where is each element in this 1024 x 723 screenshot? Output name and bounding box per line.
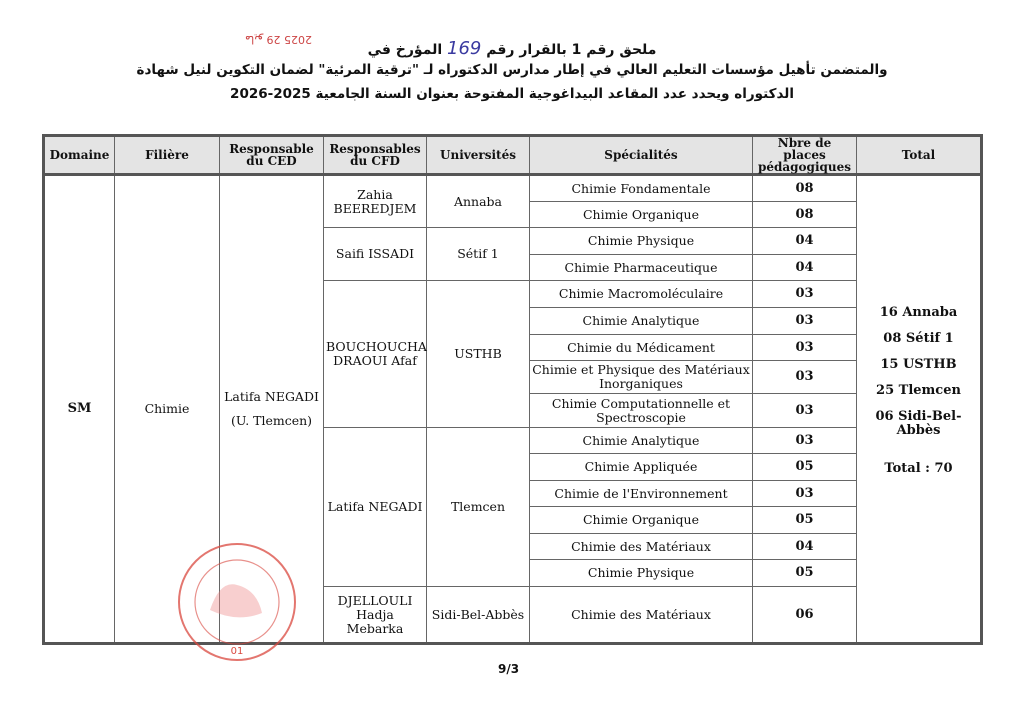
places-cell: 05	[752, 453, 857, 481]
places-cell: 03	[752, 307, 857, 335]
column-header: Total	[856, 135, 982, 175]
total-line: 25 Tlemcen	[876, 383, 961, 398]
subtitle-line-2: الدكتوراه ويحدد عدد المقاعد البيداغوجية …	[230, 86, 794, 102]
ced-name: Latifa NEGADI	[224, 389, 319, 404]
places-cell: 03	[752, 360, 857, 394]
decree-number: 169	[447, 38, 482, 59]
page-number: 9/3	[498, 662, 520, 676]
places-cell: 03	[752, 427, 857, 454]
column-header: Universités	[426, 135, 530, 175]
speciality-cell: Chimie des Matériaux	[529, 586, 753, 644]
annex-title: ملحق رقم 1 بالقرار رقم 169 المؤرخ في	[0, 38, 1024, 59]
speciality-cell: Chimie Organique	[529, 201, 753, 228]
table-row: SM Chimie Latifa NEGADI (U. Tlemcen) Zahia B…	[43, 174, 982, 644]
speciality-cell: Chimie Appliquée	[529, 453, 753, 481]
speciality-cell: Chimie Fondamentale	[529, 174, 753, 202]
title-prefix: ملحق رقم 1 بالقرار رقم	[486, 42, 657, 58]
table-row: Latifa NEGADI Tlemcen Chimie Analytique 03	[44, 427, 982, 587]
title-suffix: المؤرخ في	[367, 42, 443, 58]
cfd-cell: Latifa NEGADI	[323, 427, 427, 587]
table-row: Chimie Appliquée 05	[44, 453, 982, 481]
column-header: Responsable du CED	[219, 135, 324, 175]
official-stamp: 01	[178, 543, 296, 661]
university-cell: Sidi-Bel-Abbès	[426, 586, 530, 644]
speciality-cell: Chimie Physique	[529, 559, 753, 587]
cfd-cell: DJELLOULI Hadja Mebarka	[323, 586, 427, 644]
handwritten-date: 2025 مايو 29	[245, 33, 312, 46]
total-line: 08 Sétif 1	[883, 331, 954, 346]
places-cell: 08	[752, 201, 857, 228]
speciality-cell: Chimie du Médicament	[529, 334, 753, 361]
university-cell: USTHB	[426, 280, 530, 428]
total-line: 16 Annaba	[879, 305, 958, 320]
table-row: Saifi ISSADI Sétif 1 Chimie Physique 04	[44, 227, 982, 281]
column-header: Domaine	[43, 135, 115, 175]
places-cell: 03	[752, 334, 857, 361]
places-cell: 05	[752, 506, 857, 534]
total-line: Total : 70	[884, 461, 953, 476]
filiere-cell: Chimie	[114, 174, 220, 644]
speciality-cell: Chimie des Matériaux	[529, 533, 753, 560]
table-row: Chimie des Matériaux 04	[44, 533, 982, 560]
university-cell: Sétif 1	[426, 227, 530, 281]
places-cell: 03	[752, 480, 857, 507]
total-line: 15 USTHB	[880, 357, 957, 372]
table-row: DJELLOULI Hadja Mebarka Sidi-Bel-Abbès Chi…	[44, 586, 982, 644]
university-cell: Tlemcen	[426, 427, 530, 587]
speciality-cell: Chimie Computationnelle et Spectroscopie	[529, 393, 753, 428]
column-header: Spécialités	[529, 135, 753, 175]
cfd-cell: BOUCHOUCHA DRAOUI Afaf	[323, 280, 427, 428]
places-table: Domaine Filière Responsable du CED Responsa…	[42, 134, 983, 645]
speciality-cell: Chimie Organique	[529, 506, 753, 534]
places-cell: 03	[752, 280, 857, 308]
places-cell: 03	[752, 393, 857, 428]
column-header: Responsables du CFD	[323, 135, 427, 175]
table-row: Chimie de l'Environnement 03	[44, 480, 982, 507]
speciality-cell: Chimie Analytique	[529, 427, 753, 454]
table-row: BOUCHOUCHA DRAOUI Afaf USTHB Chimie Macrom…	[44, 280, 982, 428]
speciality-cell: Chimie Physique	[529, 227, 753, 255]
places-cell: 05	[752, 559, 857, 587]
speciality-cell: Chimie Analytique	[529, 307, 753, 335]
total-line: 06 Sidi-Bel-Abbès	[875, 409, 962, 438]
ced-cell: Latifa NEGADI (U. Tlemcen)	[219, 174, 324, 644]
table-row: Chimie Physique 05	[44, 559, 982, 587]
column-header: Nbre de places pédagogiques	[752, 135, 857, 175]
cfd-cell: Saifi ISSADI	[323, 227, 427, 281]
subtitle-line-1: والمتضمن تأهيل مؤسسات التعليم العالي في …	[136, 62, 888, 78]
speciality-cell: Chimie Macromoléculaire	[529, 280, 753, 308]
places-cell: 06	[752, 586, 857, 644]
ced-univ: (U. Tlemcen)	[230, 413, 313, 428]
places-cell: 08	[752, 174, 857, 202]
places-cell: 04	[752, 254, 857, 281]
stamp-number: 01	[231, 646, 244, 657]
table-row: Chimie Pharmaceutique 04	[44, 254, 982, 281]
table-row: Chimie Organique 05	[44, 506, 982, 534]
speciality-cell: Chimie de l'Environnement	[529, 480, 753, 507]
total-cell: 16 Annaba 08 Sétif 1 15 USTHB 25 Tlemcen 06 …	[856, 174, 982, 644]
table-row: Chimie Analytique 03	[44, 307, 982, 335]
university-cell: Annaba	[426, 174, 530, 228]
column-header: Filière	[114, 135, 220, 175]
cfd-cell: Zahia BEEREDJEM	[323, 174, 427, 228]
speciality-cell: Chimie et Physique des Matériaux Inorgan…	[529, 360, 753, 394]
places-cell: 04	[752, 227, 857, 255]
speciality-cell: Chimie Pharmaceutique	[529, 254, 753, 281]
domaine-cell: SM	[43, 174, 115, 644]
places-cell: 04	[752, 533, 857, 560]
